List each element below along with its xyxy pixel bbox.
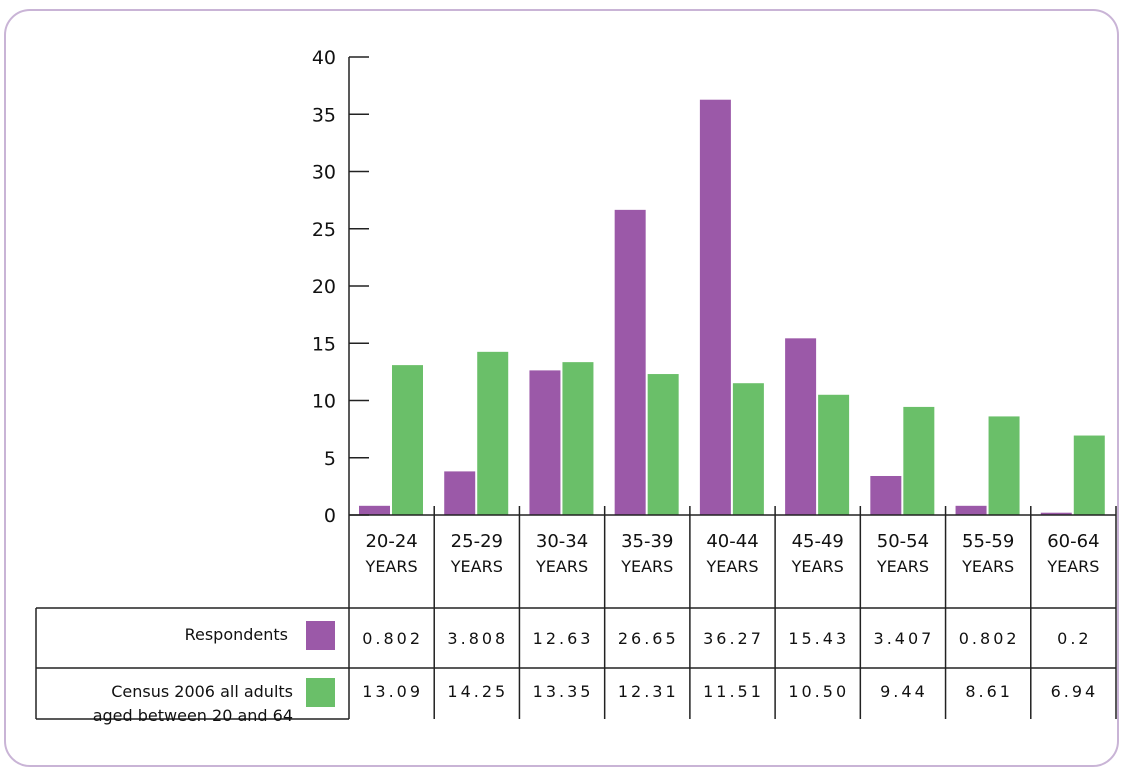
y-tick-label-40: 40 <box>312 47 336 69</box>
category-label-range-8: 55-59 <box>962 531 1014 552</box>
legend-respondents-label: Respondents <box>185 625 288 644</box>
y-tick-label-5: 5 <box>324 448 336 470</box>
category-label-range-2: 25-29 <box>451 531 503 552</box>
legend-census-label-line1: Census 2006 all adults <box>111 682 293 701</box>
bar-respondents-8 <box>955 505 987 515</box>
table-cell-census-1: 13.09 <box>362 682 423 701</box>
table-cell-respondents-8: 0.802 <box>959 629 1020 648</box>
category-label-range-6: 45-49 <box>792 531 844 552</box>
bar-respondents-7 <box>870 475 902 515</box>
category-label-range-1: 20-24 <box>365 531 417 552</box>
category-label-range-4: 35-39 <box>621 531 673 552</box>
category-label-range-9: 60-64 <box>1047 531 1099 552</box>
bar-respondents-1 <box>359 505 390 515</box>
y-tick-label-25: 25 <box>312 219 336 241</box>
bar-respondents-4 <box>614 209 646 516</box>
legend-census-swatch <box>306 678 335 707</box>
table-cell-respondents-3: 12.63 <box>533 629 594 648</box>
table-cell-respondents-1: 0.802 <box>362 629 423 648</box>
table-cell-census-3: 13.35 <box>533 682 594 701</box>
legend-census-label-line2: aged between 20 and 64 <box>93 706 293 725</box>
legend-respondents-swatch <box>306 621 335 650</box>
data-table: 20-24 YEARS 25-29 YEARS 30-34 YEARS 35-39 YEARS… <box>35 515 1117 725</box>
y-tick-label-15: 15 <box>312 333 336 355</box>
table-cell-respondents-5: 36.27 <box>703 629 764 648</box>
bar-respondents-2 <box>444 471 476 515</box>
bar-respondents-9 <box>1040 512 1072 515</box>
category-label-unit-7: YEARS <box>876 557 929 576</box>
category-label-unit-9: YEARS <box>1046 557 1099 576</box>
bar-census-1 <box>392 365 423 515</box>
y-tick-label-0: 0 <box>324 505 336 527</box>
category-label-range-3: 30-34 <box>536 531 588 552</box>
category-label-range-7: 50-54 <box>877 531 929 552</box>
bar-census-9 <box>1073 435 1105 515</box>
table-cell-respondents-2: 3.808 <box>447 629 508 648</box>
table-cell-census-2: 14.25 <box>447 682 508 701</box>
table-cell-census-5: 11.51 <box>703 682 764 701</box>
bar-census-6 <box>818 394 850 515</box>
bar-census-5 <box>732 383 764 515</box>
y-tick-label-20: 20 <box>312 276 336 298</box>
bar-census-3 <box>562 362 594 515</box>
table-cell-respondents-7: 3.407 <box>874 629 935 648</box>
bar-respondents-3 <box>529 370 561 515</box>
category-label-unit-1: YEARS <box>365 557 418 576</box>
bar-census-4 <box>647 374 679 515</box>
y-tick-label-10: 10 <box>312 391 336 413</box>
table-cell-census-9: 6.94 <box>1051 682 1099 701</box>
category-label-unit-6: YEARS <box>791 557 844 576</box>
bar-census-2 <box>477 351 509 515</box>
category-label-unit-2: YEARS <box>450 557 503 576</box>
category-label-unit-5: YEARS <box>705 557 758 576</box>
table-cell-respondents-4: 26.65 <box>618 629 679 648</box>
category-label-range-5: 40-44 <box>706 531 758 552</box>
bar-respondents-5 <box>699 99 731 515</box>
category-label-unit-4: YEARS <box>620 557 673 576</box>
category-label-unit-3: YEARS <box>535 557 588 576</box>
bar-respondents-6 <box>785 338 817 515</box>
table-cell-census-7: 9.44 <box>880 682 928 701</box>
table-cell-respondents-9: 0.2 <box>1057 629 1091 648</box>
y-tick-label-30: 30 <box>312 162 336 184</box>
chart-frame <box>4 9 1119 767</box>
table-cell-census-6: 10.50 <box>788 682 849 701</box>
table-cell-census-8: 8.61 <box>965 682 1013 701</box>
axes-group: 0 5 10 15 20 25 30 35 40 <box>312 47 1117 527</box>
bar-census-7 <box>903 406 935 515</box>
category-label-unit-8: YEARS <box>961 557 1014 576</box>
bar-census-8 <box>988 416 1020 515</box>
table-cell-census-4: 12.31 <box>618 682 679 701</box>
bars-group <box>359 99 1105 516</box>
y-tick-label-35: 35 <box>312 104 336 126</box>
table-cell-respondents-6: 15.43 <box>788 629 849 648</box>
